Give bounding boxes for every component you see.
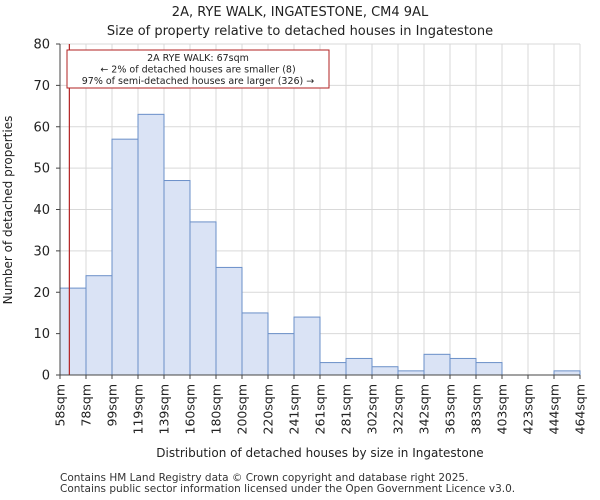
bar bbox=[423, 353, 451, 376]
y-tick-label: 0 bbox=[42, 369, 50, 384]
bar bbox=[241, 312, 269, 376]
x-tick-label: 160sqm bbox=[183, 384, 198, 434]
x-tick-label: 200sqm bbox=[235, 384, 250, 434]
bar bbox=[267, 333, 295, 376]
bar bbox=[59, 287, 87, 376]
annotation-line: 2A RYE WALK: 67sqm bbox=[147, 53, 249, 64]
x-tick-label: 322sqm bbox=[391, 384, 406, 434]
annotation-line: 97% of semi-detached houses are larger (… bbox=[82, 76, 315, 87]
bar bbox=[397, 370, 425, 376]
x-tick-label: 58sqm bbox=[53, 384, 68, 427]
bar bbox=[189, 221, 217, 376]
x-tick-label: 444sqm bbox=[547, 384, 562, 434]
x-tick-label: 261sqm bbox=[313, 384, 328, 434]
y-tick-label: 50 bbox=[33, 162, 50, 177]
bar bbox=[85, 275, 113, 376]
chart-subtitle: Size of property relative to detached ho… bbox=[106, 24, 494, 39]
y-tick-label: 80 bbox=[33, 38, 50, 53]
x-tick-label: 464sqm bbox=[573, 384, 588, 434]
x-tick-label: 281sqm bbox=[339, 384, 354, 434]
bar bbox=[475, 362, 503, 376]
y-tick-label: 10 bbox=[33, 327, 50, 342]
bar bbox=[553, 370, 581, 376]
bar bbox=[293, 316, 321, 376]
x-tick-label: 403sqm bbox=[495, 384, 510, 434]
bars bbox=[59, 113, 581, 376]
x-tick-label: 139sqm bbox=[157, 384, 172, 434]
bar bbox=[449, 357, 477, 376]
bar bbox=[111, 138, 139, 376]
y-tick-label: 30 bbox=[33, 244, 50, 259]
bar bbox=[215, 266, 243, 376]
y-tick-label: 20 bbox=[33, 286, 50, 301]
x-tick-label: 241sqm bbox=[287, 384, 302, 434]
x-tick-label: 302sqm bbox=[365, 384, 380, 434]
footer-line-1: Contains HM Land Registry data © Crown c… bbox=[60, 472, 469, 484]
y-tick-label: 40 bbox=[33, 203, 50, 218]
chart-title-block: 2A, RYE WALK, INGATESTONE, CM4 9AL Size … bbox=[0, 3, 600, 41]
x-tick-label: 383sqm bbox=[469, 384, 484, 434]
footer: Contains HM Land Registry data © Crown c… bbox=[60, 473, 515, 495]
chart-title: 2A, RYE WALK, INGATESTONE, CM4 9AL bbox=[171, 5, 429, 20]
x-tick-label: 363sqm bbox=[443, 384, 458, 434]
y-axis-label: Number of detached properties bbox=[1, 116, 15, 305]
x-tick-label: 342sqm bbox=[417, 384, 432, 434]
bar bbox=[345, 357, 373, 376]
bar bbox=[137, 113, 165, 376]
y-tick-label: 70 bbox=[33, 79, 50, 94]
y-tick-label: 60 bbox=[33, 120, 50, 135]
bar bbox=[319, 362, 347, 376]
x-tick-label: 220sqm bbox=[261, 384, 276, 434]
annotation-line: ← 2% of detached houses are smaller (8) bbox=[100, 65, 295, 76]
bar bbox=[163, 180, 191, 376]
x-tick-label: 180sqm bbox=[209, 384, 224, 434]
x-tick-label: 78sqm bbox=[79, 384, 94, 427]
axes: 0 10 20 30 40 50 60 70 80 58sqm 78sqm 99sqm 119sqm 13… bbox=[33, 38, 587, 435]
x-tick-label: 99sqm bbox=[105, 384, 120, 427]
x-tick-label: 423sqm bbox=[521, 384, 536, 434]
annotation-box bbox=[66, 49, 330, 89]
x-tick-label: 119sqm bbox=[131, 384, 146, 434]
x-axis-label: Distribution of detached houses by size … bbox=[156, 446, 483, 460]
footer-line-2: Contains public sector information licen… bbox=[60, 483, 516, 495]
annotation: 2A RYE WALK: 67sqm← 2% of detached house… bbox=[66, 49, 330, 89]
bar bbox=[371, 366, 399, 376]
